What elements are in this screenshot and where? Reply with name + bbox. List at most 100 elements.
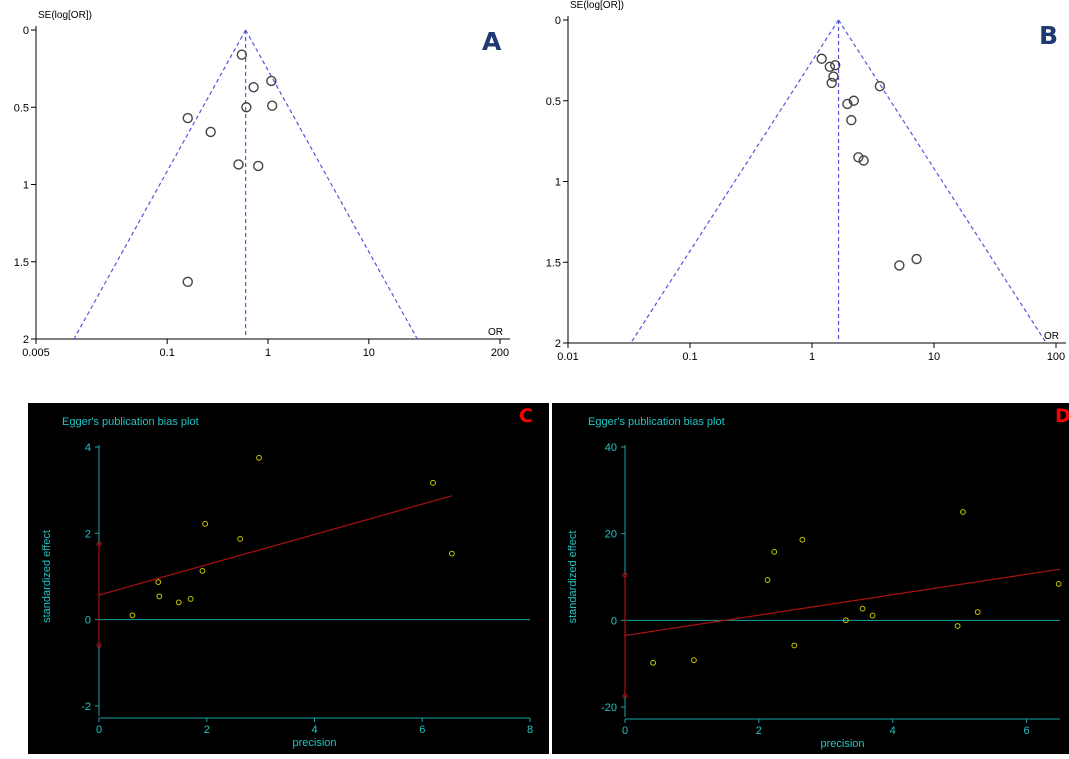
y-tick-label: 1 [23, 180, 29, 192]
study-point [791, 642, 798, 649]
study-point [430, 479, 436, 486]
study-point [650, 659, 657, 666]
study-point [448, 550, 455, 557]
intercept-ci-low [96, 643, 102, 649]
y-tick-label: 0 [555, 15, 561, 27]
egger-plot-d-svg: Egger's publication bias plot -20 0 20 40 0 2 4… [567, 416, 1062, 750]
y-tick-label: 2 [23, 334, 29, 346]
y-tick-label: 1.5 [14, 257, 29, 269]
y-tick-label: 0 [23, 25, 29, 37]
y-tick-label: -2 [81, 701, 91, 713]
regression-line [98, 495, 453, 596]
study-point [894, 260, 905, 271]
x-tick-label: 2 [204, 724, 210, 736]
y-tick-label: 0 [611, 615, 617, 627]
x-axis-label: OR [488, 327, 503, 338]
funnel-plot-b-svg: 0 0.5 1 1.5 20.01 0.1 1 10 100 SE(log[OR]) OR [546, 0, 1066, 363]
x-axis-label: precision [292, 737, 336, 749]
y-tick-label: 20 [605, 529, 617, 541]
y-tick-label: 1.5 [546, 257, 561, 269]
x-tick-label: 1 [809, 351, 815, 363]
study-point [202, 520, 209, 527]
study-point [187, 596, 194, 602]
y-tick-label: 1 [555, 177, 561, 189]
funnel-right-line [245, 29, 418, 340]
y-axis-label: standardized effect [567, 531, 579, 624]
x-tick-label: 6 [1023, 725, 1029, 737]
funnel-plot-b: 0 0.5 1 1.5 2 0.01 0.1 1 10 100 SE(log[OR]) OR B [528, 0, 1069, 370]
study-point [846, 114, 857, 126]
study-point [828, 71, 839, 82]
study-point [1055, 581, 1062, 587]
study-point [771, 548, 778, 555]
study-point [199, 567, 206, 574]
study-point [842, 617, 849, 624]
x-tick-label: 1 [265, 347, 271, 359]
study-point [241, 102, 252, 113]
x-tick-label: 6 [419, 724, 425, 736]
study-point [853, 152, 864, 163]
study-point [954, 623, 961, 629]
study-point [869, 612, 876, 619]
y-tick-label: 2 [85, 528, 91, 540]
x-tick-label: 4 [890, 725, 896, 737]
study-point [129, 612, 136, 619]
study-point [182, 112, 193, 124]
x-tick-label: 0.01 [557, 351, 578, 363]
x-tick-label: 8 [527, 724, 533, 736]
study-point [764, 577, 771, 583]
y-axis-label: SE(log[OR]) [38, 10, 92, 21]
x-tick-label: 0.1 [160, 347, 175, 359]
study-point [266, 100, 278, 111]
funnel-left-line [73, 29, 247, 340]
x-tick-label: 10 [928, 351, 940, 363]
study-point [960, 509, 966, 515]
x-tick-label: 4 [311, 724, 317, 736]
funnel-right-line [838, 19, 1047, 344]
study-point [974, 609, 981, 616]
study-point [911, 253, 922, 265]
egger-plot-d: Egger's publication bias plot -20 0 20 40 0 2 4… [552, 403, 1069, 754]
x-tick-label: 0.1 [682, 351, 697, 363]
y-tick-label: 4 [85, 442, 91, 454]
funnel-plot-a: 0 0.5 1 1.5 2 0.005 0.1 1 10 200 SE(log[OR]) OR A [0, 0, 520, 370]
study-point [830, 60, 841, 71]
intercept-ci-high [96, 541, 102, 547]
study-point [248, 81, 259, 93]
panel-label-a: A [482, 27, 502, 56]
study-point [816, 53, 827, 64]
x-tick-label: 10 [363, 347, 375, 359]
x-tick-label: 0 [96, 724, 102, 736]
study-point [826, 77, 837, 89]
chart-title: Egger's publication bias plot [62, 416, 199, 428]
x-tick-label: 100 [1047, 351, 1065, 363]
regression-line [624, 568, 1061, 637]
panel-label-d: D [1055, 405, 1069, 427]
panel-label-c: C [519, 405, 533, 427]
funnel-left-line [630, 19, 840, 344]
y-tick-label: 2 [555, 338, 561, 350]
study-point [842, 98, 853, 110]
intercept-ci-low [622, 693, 628, 699]
study-point [237, 536, 244, 542]
study-point [233, 159, 244, 170]
study-point [205, 126, 216, 138]
study-point [691, 657, 697, 664]
egger-plot-c: Egger's publication bias plot -2 0 2 4 0 2 4 6 8 p… [28, 403, 549, 754]
study-point [824, 61, 836, 73]
y-axis-label: SE(log[OR]) [570, 0, 624, 11]
study-point [874, 81, 886, 92]
study-point [175, 599, 182, 606]
x-tick-label: 200 [491, 347, 509, 359]
y-tick-label: 40 [605, 442, 617, 454]
study-point [155, 579, 162, 586]
study-point [236, 49, 248, 60]
chart-title: Egger's publication bias plot [588, 416, 725, 428]
study-point [266, 75, 277, 87]
x-tick-label: 2 [756, 725, 762, 737]
study-point [848, 95, 859, 106]
x-axis-label: precision [820, 738, 864, 750]
x-tick-label: 0 [622, 725, 628, 737]
egger-plot-c-svg: Egger's publication bias plot -2 0 2 4 0 2 4 6 8 p… [41, 416, 533, 749]
y-axis-label: standardized effect [41, 530, 53, 623]
